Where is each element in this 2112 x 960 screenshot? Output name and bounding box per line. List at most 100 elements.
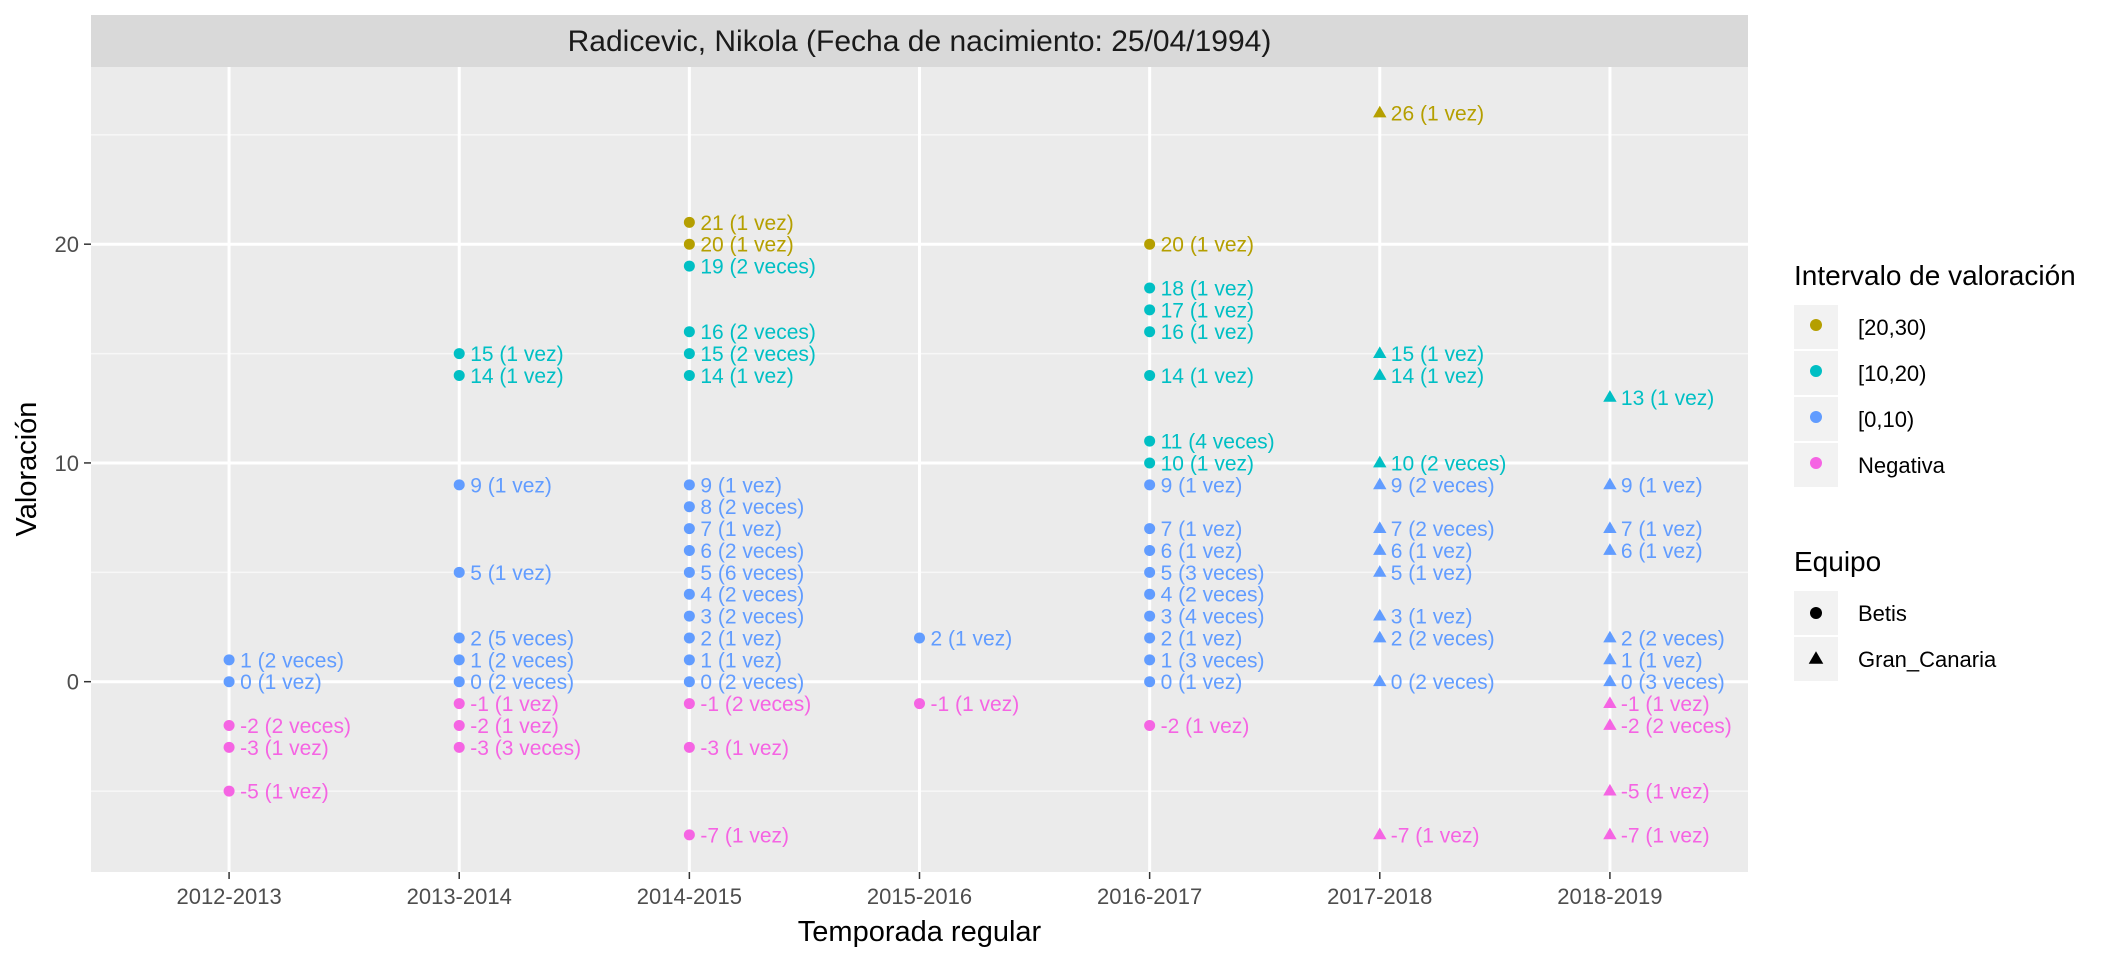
legend-swatch [1810,411,1822,423]
data-point [1373,674,1387,687]
data-point-label: 5 (3 veces) [1161,562,1265,585]
data-point-label: 9 (1 vez) [700,474,782,497]
data-point-label: 5 (1 vez) [1391,562,1473,585]
data-point-label: 6 (1 vez) [1161,540,1243,563]
data-point [683,238,695,250]
data-point-label: -2 (1 vez) [1161,715,1250,738]
data-point-label: 0 (2 veces) [470,671,574,694]
data-point-label: 26 (1 vez) [1391,102,1484,125]
x-tick-label: 2017-2018 [1327,884,1432,909]
data-point [1373,630,1387,643]
color-legend: Intervalo de valoración [20,30) [10,20) [0… [1794,260,2076,487]
data-point [1373,455,1387,468]
data-point [1603,477,1617,490]
data-point-label: 8 (2 veces) [700,496,804,519]
data-point [1144,676,1156,688]
data-point [1603,696,1617,708]
shape-legend-title: Equipo [1794,546,1881,577]
data-point [1144,282,1156,294]
data-point-label: 6 (1 vez) [1391,540,1473,563]
data-point-label: -7 (1 vez) [1391,824,1480,847]
legend-swatch [1810,319,1822,331]
data-point-label: 10 (2 veces) [1391,452,1507,475]
data-point [1603,827,1617,840]
shape-legend: Equipo Betis Gran_Canaria [1794,546,1997,681]
data-point [683,369,695,381]
data-point [453,479,465,491]
data-point-label: -2 (1 vez) [470,715,559,738]
data-point-label: 1 (1 vez) [700,649,782,672]
data-point-label: 2 (1 vez) [700,627,782,650]
legend-swatch [1810,457,1822,469]
data-point [1144,632,1156,644]
data-point-label: 21 (1 vez) [700,212,793,235]
data-point-label: -5 (1 vez) [1621,781,1710,804]
data-point [1373,608,1387,621]
legend-label: Betis [1858,601,1907,626]
data-point-label: 14 (1 vez) [700,365,793,388]
data-point-label: 6 (1 vez) [1621,540,1703,563]
data-point [1373,368,1387,380]
data-point-label: -5 (1 vez) [240,781,329,804]
data-point-label: 14 (1 vez) [1161,365,1254,388]
data-point-label: 16 (1 vez) [1161,321,1254,344]
x-axis-title: Temporada regular [798,916,1042,948]
data-point-label: 16 (2 veces) [700,321,816,344]
data-point [683,216,695,228]
data-point [223,676,235,688]
major-gridlines [91,67,1748,872]
data-point [1373,521,1387,533]
data-point-label: 4 (2 veces) [700,584,804,607]
data-point-label: 7 (1 vez) [1621,518,1703,541]
data-point [1603,630,1617,643]
data-point [1144,544,1156,556]
data-point [683,632,695,644]
data-point [1373,565,1387,577]
data-point [683,544,695,556]
data-point [453,566,465,578]
data-point-label: -1 (2 veces) [700,693,811,716]
data-point [1144,457,1156,469]
x-tick-label: 2013-2014 [407,884,512,909]
data-point [453,632,465,644]
facet-strip [91,15,1748,67]
data-point-label: 1 (3 veces) [1161,649,1265,672]
data-point-label: 3 (4 veces) [1161,606,1265,629]
data-point-label: 11 (4 veces) [1161,431,1275,454]
legend-label: [10,20) [1858,361,1927,386]
x-tick-label: 2015-2016 [867,884,972,909]
data-point [914,632,925,644]
y-tick-label: 20 [55,232,79,257]
data-point [1603,674,1617,687]
x-tick-label: 2014-2015 [637,884,742,909]
data-point-label: 9 (1 vez) [1621,474,1703,497]
data-point [683,829,695,841]
data-point-label: 0 (3 veces) [1621,671,1725,694]
data-point [683,501,695,513]
data-point-label: 9 (1 vez) [1161,474,1243,497]
data-point-label: 13 (1 vez) [1621,387,1714,410]
data-point-label: -7 (1 vez) [700,824,789,847]
data-point-label: 20 (1 vez) [1161,234,1254,257]
data-point-label: 9 (2 veces) [1391,474,1495,497]
data-point-label: 14 (1 vez) [1391,365,1484,388]
data-point [453,676,465,688]
data-point [683,588,695,600]
data-point [1144,654,1156,666]
data-point [1603,718,1617,730]
data-point-label: 2 (2 veces) [1391,627,1495,650]
data-point [1373,543,1387,555]
data-point-label: 0 (1 vez) [1161,671,1243,694]
data-point [1603,783,1617,796]
data-point-label: -1 (1 vez) [931,693,1020,716]
x-tick-label: 2012-2013 [176,884,281,909]
data-marks: 1 (2 veces)0 (1 vez)-2 (2 veces)-3 (1 ve… [223,102,1732,847]
data-point-label: -2 (2 veces) [240,715,351,738]
legend-label: [20,30) [1858,315,1927,340]
data-point [1144,304,1156,316]
data-point [453,369,465,381]
data-point [1144,238,1156,250]
data-point-label: 10 (1 vez) [1161,452,1254,475]
data-point [1603,652,1617,665]
data-point-label: 18 (1 vez) [1161,277,1254,300]
